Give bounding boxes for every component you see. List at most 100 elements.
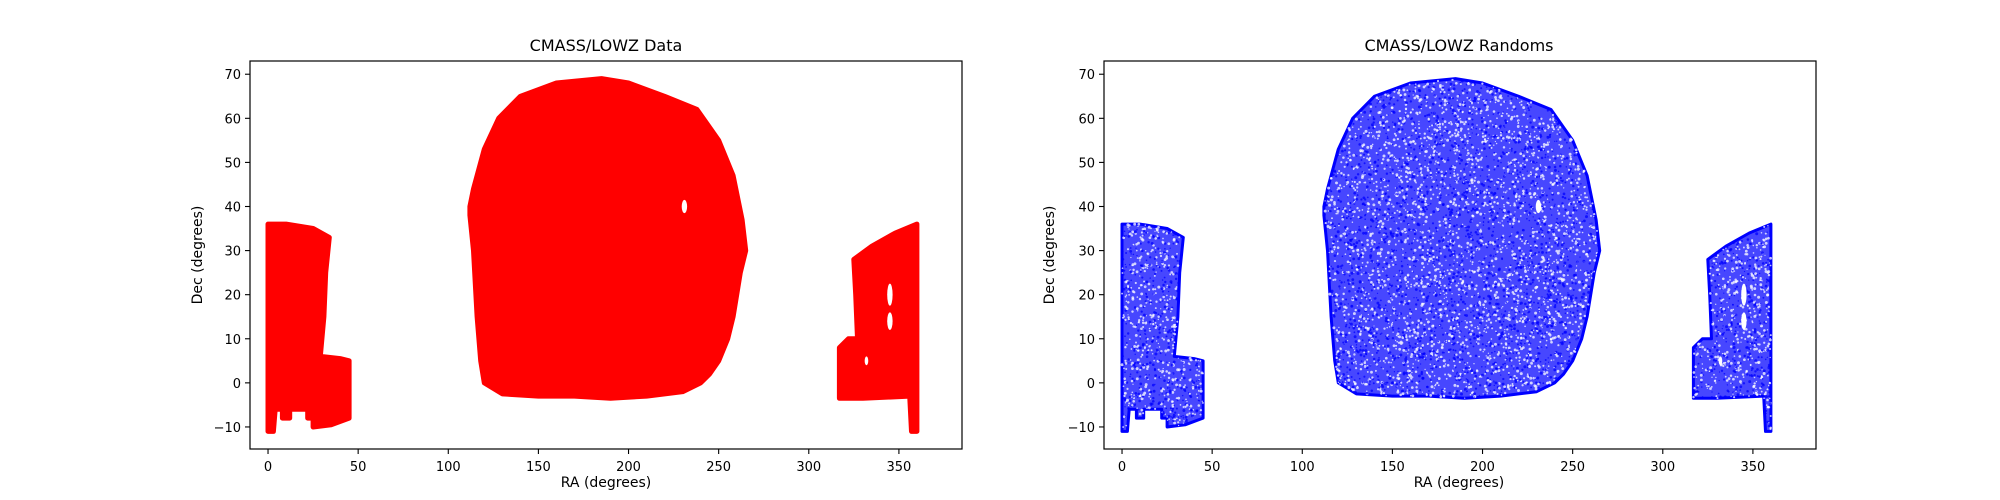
scatter-point (1563, 331, 1566, 334)
scatter-point (1331, 267, 1335, 270)
scatter-point (1560, 320, 1564, 324)
scatter-point (1371, 326, 1374, 329)
scatter-point (1427, 393, 1429, 395)
scatter-point (1374, 215, 1377, 218)
scatter-point (1385, 180, 1388, 182)
scatter-point (1569, 181, 1573, 185)
scatter-point (1528, 365, 1532, 368)
scatter-point (1485, 99, 1488, 101)
scatter-point (1487, 240, 1490, 243)
scatter-point (1544, 165, 1546, 168)
scatter-point (1498, 156, 1501, 160)
scatter-point (1440, 157, 1444, 161)
scatter-point (1482, 224, 1485, 226)
scatter-point (1397, 341, 1401, 344)
scatter-point (1420, 142, 1423, 145)
scatter-point (1481, 236, 1484, 239)
scatter-point (1397, 167, 1399, 169)
scatter-point (1582, 307, 1586, 311)
scatter-point (1552, 317, 1556, 321)
scatter-point (1355, 241, 1359, 245)
scatter-point (1479, 243, 1483, 247)
scatter-point (1407, 152, 1411, 156)
scatter-point (1500, 279, 1503, 283)
scatter-point (1173, 421, 1177, 425)
scatter-point (1171, 409, 1174, 413)
scatter-point (1549, 254, 1552, 257)
scatter-point (1541, 229, 1544, 232)
scatter-point (1427, 327, 1431, 331)
scatter-point (1426, 252, 1429, 255)
scatter-point (1468, 106, 1471, 108)
scatter-point (1402, 316, 1406, 320)
scatter-point (1346, 213, 1349, 216)
scatter-point (1182, 422, 1185, 424)
scatter-point (1155, 264, 1158, 267)
scatter-point (1531, 260, 1533, 263)
scatter-point (1430, 334, 1434, 337)
scatter-point (1166, 392, 1170, 396)
scatter-point (1540, 187, 1544, 190)
scatter-point (1382, 391, 1386, 395)
scatter-point (1399, 353, 1403, 357)
scatter-point (1469, 260, 1472, 262)
scatter-point (1444, 224, 1446, 227)
scatter-point (1522, 265, 1525, 268)
scatter-point (1129, 249, 1133, 253)
scatter-point (1346, 376, 1349, 379)
scatter-point (1552, 130, 1554, 133)
scatter-point (1337, 252, 1339, 255)
scatter-point (1154, 352, 1158, 356)
scatter-point (1139, 382, 1143, 386)
scatter-point (1547, 270, 1550, 272)
scatter-point (1420, 370, 1424, 374)
scatter-point (1163, 329, 1166, 331)
scatter-point (1571, 239, 1574, 242)
scatter-point (1386, 235, 1389, 238)
scatter-point (1491, 274, 1494, 277)
scatter-point (1354, 132, 1357, 135)
scatter-point (1478, 355, 1480, 358)
scatter-point (1420, 103, 1423, 106)
scatter-point (1363, 110, 1367, 114)
scatter-point (1172, 379, 1175, 382)
scatter-point (1484, 366, 1486, 368)
scatter-point (1431, 156, 1435, 160)
scatter-point (1172, 347, 1175, 350)
scatter-point (1570, 297, 1573, 301)
scatter-point (1366, 239, 1369, 242)
scatter-point (1396, 374, 1400, 377)
scatter-point (1414, 342, 1417, 345)
scatter-point (1521, 234, 1524, 237)
scatter-point (1386, 373, 1390, 377)
scatter-point (1389, 351, 1392, 354)
scatter-point (1199, 382, 1202, 385)
scatter-point (1377, 359, 1381, 362)
scatter-point (1136, 228, 1138, 231)
scatter-point (1485, 255, 1487, 257)
scatter-point (1166, 299, 1169, 302)
scatter-point (1509, 278, 1511, 281)
scatter-point (1386, 381, 1388, 384)
scatter-point (1341, 381, 1344, 383)
scatter-point (1436, 79, 1440, 83)
scatter-point (1467, 157, 1471, 161)
scatter-point (1448, 391, 1452, 395)
scatter-point (1454, 326, 1456, 329)
scatter-point (1480, 149, 1483, 152)
scatter-point (1523, 278, 1525, 280)
scatter-point (1530, 361, 1534, 365)
scatter-point (1443, 120, 1447, 123)
scatter-point (1363, 247, 1366, 250)
scatter-point (1393, 307, 1396, 311)
scatter-point (1542, 218, 1544, 221)
scatter-point (1508, 236, 1511, 238)
scatter-point (1509, 337, 1511, 339)
scatter-point (1139, 335, 1141, 338)
scatter-point (1395, 288, 1399, 292)
scatter-point (1563, 138, 1566, 141)
scatter-point (1563, 306, 1566, 309)
scatter-point (1511, 382, 1514, 386)
scatter-point (1139, 338, 1141, 340)
scatter-point (1543, 372, 1547, 376)
